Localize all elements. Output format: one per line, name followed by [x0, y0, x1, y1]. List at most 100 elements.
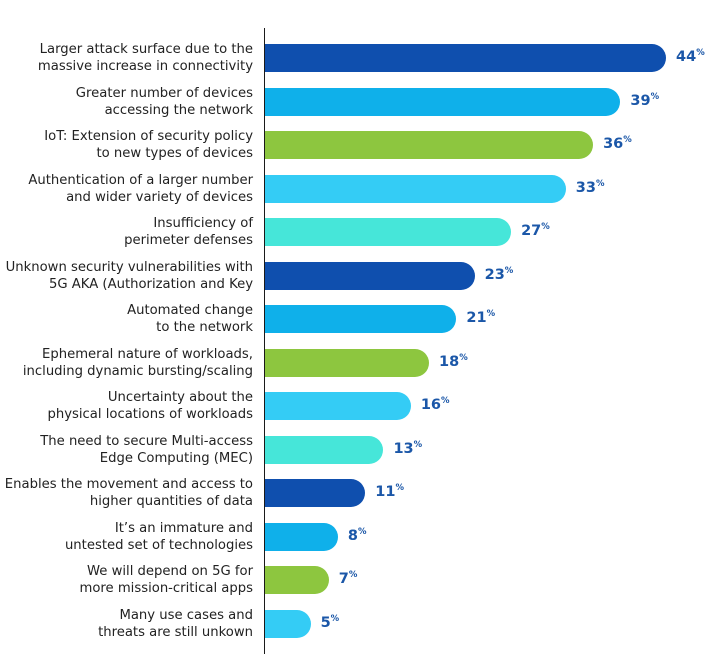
value-number: 21 [466, 310, 487, 326]
value-label: 36% [603, 135, 632, 152]
value-number: 5 [320, 614, 331, 631]
bar [265, 218, 512, 246]
value-number: 7 [338, 571, 349, 587]
value-label: 7% [338, 570, 358, 587]
value-number: 33 [575, 179, 596, 196]
value-unit: % [541, 222, 550, 232]
value-unit: % [348, 570, 358, 580]
category-label-line: 5G AKA (Authorization and Key [48, 276, 253, 292]
category-label-line: untested set of technologies [64, 537, 253, 553]
bar [265, 392, 411, 420]
value-number: 16 [420, 397, 441, 413]
bar [265, 174, 566, 203]
category-label-line: Automated change [127, 303, 253, 318]
category-label: Authentication of a larger number and wid… [3, 172, 253, 206]
category-label-line: and wider variety of devices [66, 189, 253, 205]
category-label: Uncertainty about the physical locations … [3, 389, 253, 423]
category-label: Many use cases and threats are still unko… [3, 607, 253, 641]
category-label-line: massive increase in connectivity [37, 59, 253, 74]
value-number: 11 [375, 484, 396, 500]
value-unit: % [441, 396, 450, 406]
value-unit: % [595, 178, 605, 189]
category-label-line: accessing the network [104, 102, 253, 118]
category-label: Greater number of devices accessing the n… [3, 85, 253, 119]
value-unit: % [459, 352, 468, 363]
value-number: 18 [439, 353, 460, 370]
value-unit: % [623, 135, 632, 145]
value-number: 23 [484, 266, 505, 283]
category-label-line: Enables the movement and access to [4, 477, 253, 492]
value-unit: % [650, 91, 660, 102]
value-label: 18% [439, 352, 468, 370]
category-label-line: It’s an immature and [114, 520, 253, 536]
category-label-line: to new types of devices [96, 146, 254, 161]
category-label-line: to the network [156, 320, 253, 335]
bar [265, 435, 384, 464]
bar [265, 566, 329, 594]
category-label-line: Ephemeral nature of workloads, [42, 346, 253, 362]
value-unit: % [504, 265, 514, 276]
value-label: 39% [630, 91, 660, 109]
category-label-line: Uncertainty about the [107, 390, 253, 405]
value-number: 27 [521, 223, 542, 239]
category-label: It’s an immature and untested set of tech… [3, 520, 253, 554]
bar [265, 348, 430, 377]
category-label-line: Unknown security vulnerabilities with [5, 259, 253, 275]
category-label: Insufficiency of perimeter defenses [3, 215, 253, 249]
value-number: 44 [676, 49, 697, 65]
value-label: 5% [320, 613, 340, 631]
category-label-line: physical locations of workloads [47, 407, 253, 422]
value-label: 44% [676, 48, 705, 65]
value-label: 13% [393, 439, 423, 457]
bar [265, 522, 338, 551]
value-label: 16% [420, 396, 450, 413]
category-label-line: Edge Computing (MEC) [99, 450, 253, 466]
value-unit: % [358, 526, 367, 537]
bar [265, 305, 457, 333]
bar [265, 87, 621, 116]
category-label-line: threats are still unkown [98, 624, 253, 640]
value-label: 23% [484, 265, 514, 283]
value-unit: % [486, 309, 496, 319]
category-label-line: including dynamic bursting/scaling [22, 363, 253, 379]
value-unit: % [696, 48, 705, 58]
category-label-line: Insufficiency of [153, 216, 253, 231]
value-unit: % [330, 613, 340, 624]
value-label: 27% [521, 222, 550, 239]
category-label: Unknown security vulnerabilities with 5G … [3, 259, 253, 293]
value-unit: % [395, 483, 404, 493]
category-label: Enables the movement and access to higher… [3, 476, 253, 510]
bar [265, 261, 475, 290]
category-label: Ephemeral nature of workloads, including … [3, 346, 253, 380]
category-label: IoT: Extension of security policy to new … [3, 128, 253, 162]
value-label: 8% [347, 526, 367, 544]
category-label: The need to secure Multi-access Edge Comp… [3, 433, 253, 467]
category-label-line: IoT: Extension of security policy [44, 129, 253, 144]
value-number: 13 [393, 440, 414, 457]
category-label: Larger attack surface due to the massive … [3, 41, 253, 75]
category-label-line: higher quantities of data [89, 494, 253, 509]
category-label-line: more mission-critical apps [79, 581, 253, 596]
category-label-line: Larger attack surface due to the [39, 42, 253, 57]
category-label-line: Authentication of a larger number [28, 172, 253, 188]
y-axis-line [264, 28, 265, 654]
value-label: 21% [466, 309, 496, 326]
bar [265, 609, 311, 638]
bar [265, 44, 666, 72]
bar [265, 131, 594, 159]
category-label-line: Greater number of devices [75, 85, 253, 101]
category-label-line: We will depend on 5G for [87, 564, 253, 579]
category-label: We will depend on 5G for more mission-cri… [3, 563, 253, 597]
category-label-line: The need to secure Multi-access [40, 433, 253, 449]
value-unit: % [413, 439, 423, 450]
value-number: 36 [603, 136, 624, 152]
category-label-line: Many use cases and [119, 607, 253, 623]
value-label: 33% [575, 178, 605, 196]
value-label: 11% [375, 483, 404, 500]
category-label: Automated change to the network [3, 302, 253, 336]
value-number: 39 [630, 92, 651, 109]
category-label-line: perimeter defenses [124, 233, 253, 248]
value-number: 8 [347, 527, 358, 544]
bar [265, 479, 366, 507]
